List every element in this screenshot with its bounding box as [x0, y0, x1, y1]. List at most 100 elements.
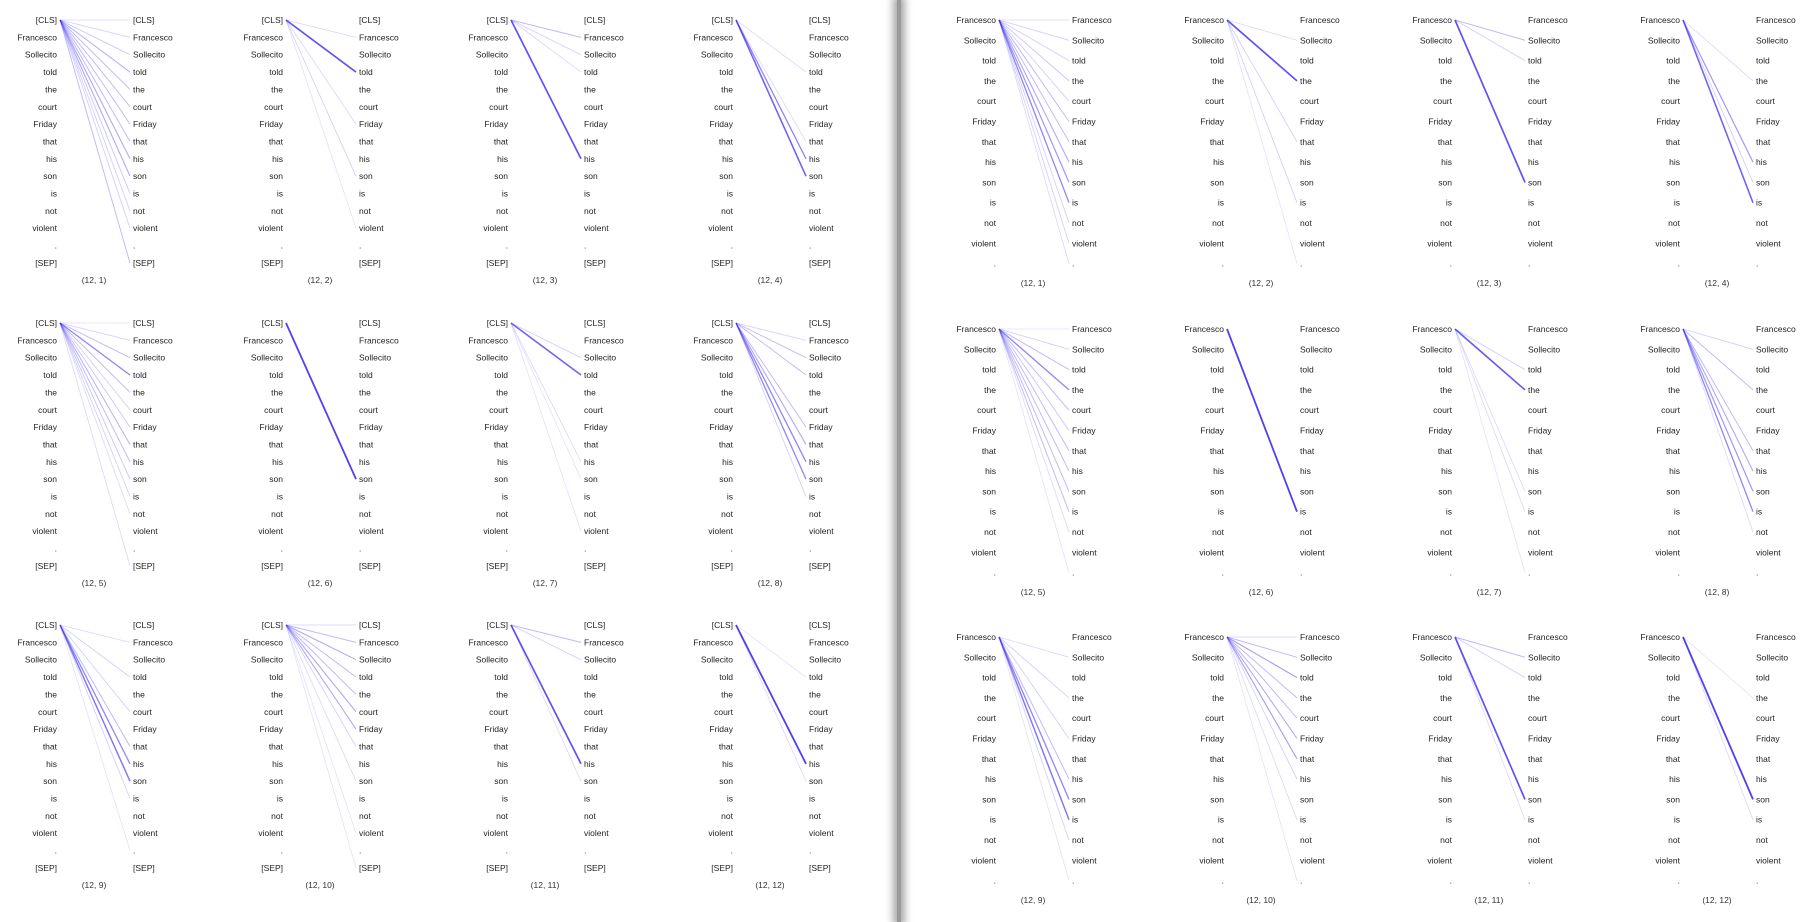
left-token: told	[719, 370, 733, 380]
window-divider	[897, 0, 901, 922]
right-token: court	[1072, 713, 1092, 723]
attention-edge	[59, 322, 131, 567]
right-token: that	[1072, 446, 1087, 456]
right-token: Sollecito	[1072, 35, 1104, 45]
right-token: not	[1756, 218, 1768, 228]
right-token: court	[1528, 96, 1548, 106]
right-token: [CLS]	[133, 620, 154, 630]
left-token: that	[982, 137, 997, 147]
left-token: the	[271, 387, 283, 397]
right-token: .	[1756, 259, 1758, 269]
attention-edge	[1226, 636, 1298, 658]
right-token: the	[359, 689, 371, 699]
right-token: .	[584, 544, 586, 554]
right-token: Francesco	[584, 335, 624, 345]
attention-edge	[285, 624, 357, 782]
left-attention-panel: [CLS] Francesco Sollecito told the court Frida…	[693, 620, 849, 890]
left-token: Sollecito	[476, 353, 508, 363]
right-token: Sollecito	[1528, 652, 1560, 662]
right-token: violent	[584, 223, 609, 233]
left-token: that	[1438, 137, 1453, 147]
right-token: is	[1300, 507, 1306, 517]
right-token: that	[359, 741, 374, 751]
left-token: his	[722, 154, 733, 164]
right-token: the	[1300, 693, 1312, 703]
right-token: told	[1072, 673, 1086, 683]
attention-edge	[998, 328, 1070, 350]
left-token: his	[1441, 157, 1452, 167]
left-token: .	[1450, 876, 1452, 886]
left-token: son	[1666, 486, 1680, 496]
left-token: not	[1212, 835, 1224, 845]
left-attention-panel: [CLS] Francesco Sollecito told the court Frida…	[17, 15, 173, 285]
right-token: is	[809, 794, 815, 804]
left-token: is	[990, 815, 996, 825]
left-token: son	[1438, 177, 1452, 187]
left-token: told	[982, 365, 996, 375]
left-token: his	[272, 154, 283, 164]
right-token: court	[1300, 405, 1320, 415]
left-token: his	[1669, 466, 1680, 476]
right-token: the	[1528, 76, 1540, 86]
attention-edge	[1226, 636, 1298, 719]
right-token: that	[359, 439, 374, 449]
right-token: son	[1300, 794, 1314, 804]
panel-caption: (12, 2)	[1249, 278, 1274, 288]
right-token: not	[1528, 218, 1540, 228]
left-token: .	[281, 846, 283, 856]
right-token: .	[1072, 568, 1074, 578]
right-token: his	[133, 457, 144, 467]
right-token: Francesco	[1300, 324, 1340, 334]
left-token: the	[1212, 693, 1224, 703]
right-token: the	[584, 689, 596, 699]
right-token: the	[1756, 76, 1768, 86]
left-token: .	[281, 544, 283, 554]
right-token: Francesco	[133, 32, 173, 42]
left-token: Sollecito	[251, 353, 283, 363]
left-token: that	[982, 446, 997, 456]
attention-edge	[1226, 328, 1298, 513]
right-token: not	[359, 206, 371, 216]
left-token: Francesco	[243, 335, 283, 345]
attention-edge	[510, 624, 582, 661]
attention-edge	[59, 322, 131, 445]
left-token: Friday	[259, 422, 283, 432]
attention-edge	[59, 19, 131, 142]
right-token: violent	[1072, 238, 1097, 248]
left-token: not	[496, 206, 508, 216]
panel-caption: (12, 4)	[1705, 278, 1730, 288]
left-token: court	[489, 102, 509, 112]
left-token: violent	[1427, 238, 1452, 248]
attention-edge	[998, 636, 1070, 800]
left-token: is	[1674, 507, 1680, 517]
right-token: Friday	[133, 422, 157, 432]
left-token: told	[719, 67, 733, 77]
right-token: not	[809, 509, 821, 519]
right-token: not	[584, 206, 596, 216]
left-token: [SEP]	[261, 561, 283, 571]
attention-edge	[1226, 636, 1298, 679]
left-token: court	[1433, 713, 1453, 723]
left-token: son	[1438, 486, 1452, 496]
left-token: his	[985, 774, 996, 784]
left-token: the	[1668, 693, 1680, 703]
attention-edge	[1454, 636, 1526, 678]
attention-edge	[735, 624, 807, 782]
right-token: told	[359, 672, 373, 682]
left-token: his	[497, 759, 508, 769]
attention-edge	[1682, 19, 1754, 163]
right-token: the	[1528, 693, 1540, 703]
right-token: .	[133, 544, 135, 554]
panel-caption: (12, 12)	[1702, 895, 1731, 905]
left-token: told	[1210, 56, 1224, 66]
right-token: is	[1300, 815, 1306, 825]
left-token: Francesco	[468, 637, 508, 647]
attention-edge	[59, 19, 131, 194]
left-token: son	[719, 474, 733, 484]
left-token: Friday	[33, 119, 57, 129]
left-token: [CLS]	[262, 318, 283, 328]
right-token: Francesco	[1528, 632, 1568, 642]
left-token: the	[1440, 385, 1452, 395]
left-token: is	[1218, 507, 1224, 517]
attention-edge	[998, 19, 1070, 224]
